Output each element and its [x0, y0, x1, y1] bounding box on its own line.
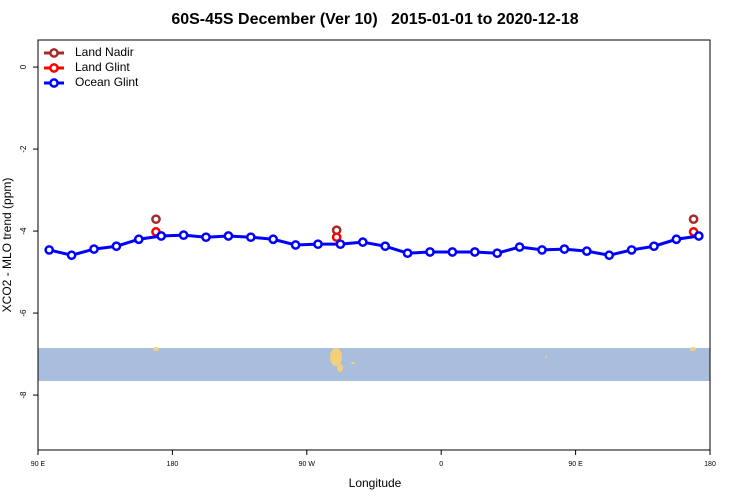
legend-label: Land Nadir — [75, 45, 134, 59]
point — [671, 234, 682, 245]
point — [581, 246, 592, 256]
legend-label: Land Glint — [75, 60, 130, 74]
plot-frame — [37, 39, 711, 451]
x-axis-label: Longitude — [349, 476, 402, 490]
y-tick-label: -6 — [19, 309, 28, 317]
ocean-strip — [38, 348, 710, 381]
point — [402, 248, 413, 259]
point — [514, 242, 525, 252]
point — [151, 214, 161, 225]
point — [604, 250, 615, 261]
point — [649, 241, 659, 252]
point — [178, 230, 189, 241]
legend-swatch — [49, 48, 59, 58]
map-strip — [38, 347, 710, 381]
x-tick-label: 0 — [439, 461, 443, 468]
point — [133, 234, 144, 245]
x-tick-label: 90 W — [299, 461, 316, 468]
land-patch — [351, 362, 355, 364]
point — [380, 241, 391, 252]
series-line — [48, 233, 700, 257]
x-tick-label: 180 — [167, 461, 179, 468]
point — [425, 247, 435, 257]
point — [492, 248, 503, 259]
chart-title: 60S-45S December (Ver 10) 2015-01-01 to … — [171, 11, 578, 28]
point — [447, 247, 458, 257]
point — [290, 240, 301, 250]
point — [559, 244, 570, 254]
point — [469, 247, 480, 257]
y-tick-label: -4 — [19, 227, 28, 235]
legend-label: Ocean Glint — [75, 75, 139, 89]
land-patch — [330, 348, 342, 366]
legend-swatch — [49, 78, 59, 88]
point — [223, 231, 234, 241]
land-patch — [153, 347, 159, 351]
x-tick-label: 90 E — [568, 461, 583, 468]
legend-swatch — [49, 63, 59, 73]
y-axis-label: XCO2 - MLO trend (ppm) — [0, 178, 14, 313]
point — [626, 245, 637, 255]
x-tick-label: 90 E — [31, 461, 46, 468]
point — [688, 214, 699, 225]
point — [357, 237, 368, 247]
point — [268, 234, 279, 245]
y-tick-label: -2 — [19, 145, 28, 153]
point — [693, 231, 704, 241]
point — [335, 239, 346, 250]
point — [313, 239, 323, 250]
x-tick-label: 180 — [704, 461, 716, 468]
point — [66, 250, 77, 261]
point — [537, 245, 547, 255]
point — [111, 241, 122, 252]
land-patch — [690, 347, 696, 351]
point — [156, 231, 167, 241]
land-patch — [545, 356, 547, 358]
y-tick-label: 0 — [19, 64, 28, 69]
point — [44, 245, 55, 255]
point — [89, 244, 99, 254]
point — [245, 232, 256, 243]
land-patch — [337, 364, 343, 372]
point — [331, 232, 342, 243]
y-tick-label: -8 — [19, 391, 28, 399]
point — [201, 232, 211, 243]
